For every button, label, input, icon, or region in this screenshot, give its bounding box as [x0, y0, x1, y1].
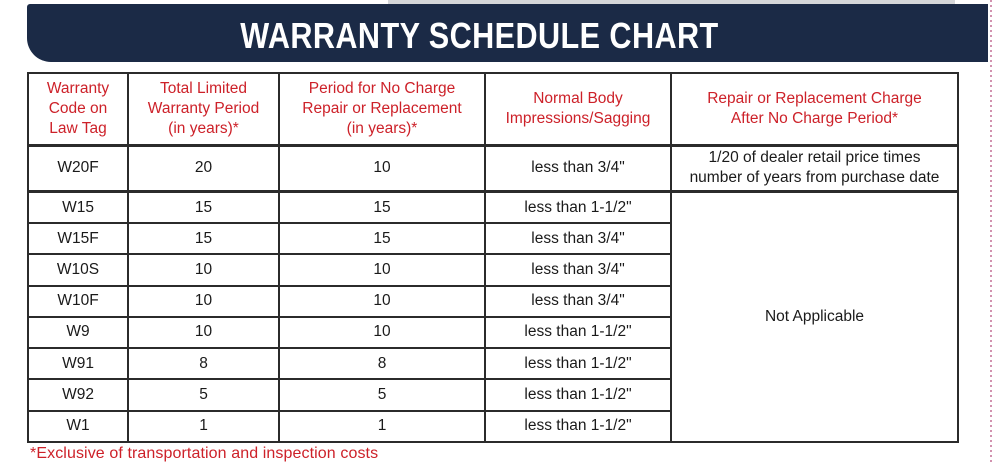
cell-warranty-code: W10S — [27, 253, 129, 287]
cell-total-period: 15 — [127, 190, 280, 224]
cell-total-period: 5 — [127, 378, 280, 412]
header-replacement-charge: Repair or Replacement Charge After No Ch… — [670, 72, 959, 147]
cell-impressions: less than 3/4" — [484, 284, 672, 318]
table-row: W15 15 15 less than 1-1/2" Not Applicabl… — [27, 190, 959, 444]
footnote: *Exclusive of transportation and inspect… — [30, 445, 379, 462]
cell-impressions: less than 1-1/2" — [484, 347, 672, 381]
cell-total-period: 20 — [127, 144, 280, 193]
cell-warranty-code: W15F — [27, 221, 129, 256]
cell-total-period: 10 — [127, 315, 280, 350]
table-row: W1 1 1 less than 1-1/2" — [27, 409, 958, 444]
cell-no-charge-period: 8 — [278, 347, 486, 381]
header-row: Warranty Code on Law Tag Total Limited W… — [27, 72, 959, 147]
cell-total-period: 1 — [127, 409, 280, 444]
title-banner: WARRANTY SCHEDULE CHART — [27, 4, 988, 62]
cell-no-charge-period: 10 — [278, 144, 486, 193]
cell-no-charge-period: 10 — [278, 315, 486, 350]
cell-total-period: 10 — [127, 284, 280, 318]
table-row: W9 10 10 less than 1-1/2" — [27, 315, 958, 350]
cell-warranty-code: W10F — [27, 284, 129, 318]
page-title: WARRANTY SCHEDULE CHART — [240, 15, 719, 56]
cell-warranty-code: W1 — [27, 409, 129, 444]
cell-no-charge-period: 1 — [278, 409, 486, 444]
cell-no-charge-period: 15 — [278, 190, 486, 224]
crop-mark-dotted-line — [990, 0, 992, 465]
table-row: W92 5 5 less than 1-1/2" — [27, 378, 958, 412]
cell-impressions: less than 1-1/2" — [484, 315, 672, 350]
table-row: W10F 10 10 less than 3/4" — [27, 284, 958, 318]
cell-impressions: less than 1-1/2" — [484, 190, 672, 224]
table-row: W15F 15 15 less than 3/4" — [27, 221, 958, 256]
cell-impressions: less than 3/4" — [484, 253, 672, 287]
cell-replacement-charge: 1/20 of dealer retail price times number… — [670, 144, 959, 193]
cell-impressions: less than 1-1/2" — [484, 378, 672, 412]
cell-warranty-code: W20F — [27, 144, 129, 193]
header-warranty-code: Warranty Code on Law Tag — [27, 72, 129, 147]
warranty-schedule-table: Warranty Code on Law Tag Total Limited W… — [27, 72, 959, 444]
cell-no-charge-period: 15 — [278, 221, 486, 256]
header-body-impressions: Normal Body Impressions/Sagging — [484, 72, 672, 147]
header-no-charge-period: Period for No Charge Repair or Replaceme… — [278, 72, 486, 147]
cell-total-period: 10 — [127, 253, 280, 287]
cell-warranty-code: W91 — [27, 347, 129, 381]
cell-no-charge-period: 5 — [278, 378, 486, 412]
cell-impressions: less than 3/4" — [484, 221, 672, 256]
cell-total-period: 8 — [127, 347, 280, 381]
table-row: W91 8 8 less than 1-1/2" — [27, 347, 958, 381]
cell-warranty-code: W9 — [27, 315, 129, 350]
cell-not-applicable: Not Applicable — [670, 190, 959, 444]
table-row: W10S 10 10 less than 3/4" — [27, 253, 958, 287]
cell-warranty-code: W15 — [27, 190, 129, 224]
cell-no-charge-period: 10 — [278, 253, 486, 287]
header-total-limited-period: Total Limited Warranty Period (in years)… — [127, 72, 280, 147]
cell-no-charge-period: 10 — [278, 284, 486, 318]
cell-impressions: less than 3/4" — [484, 144, 672, 193]
cell-impressions: less than 1-1/2" — [484, 409, 672, 444]
cell-total-period: 15 — [127, 221, 280, 256]
cell-warranty-code: W92 — [27, 378, 129, 412]
table-row: W20F 20 10 less than 3/4" 1/20 of dealer… — [27, 144, 959, 193]
